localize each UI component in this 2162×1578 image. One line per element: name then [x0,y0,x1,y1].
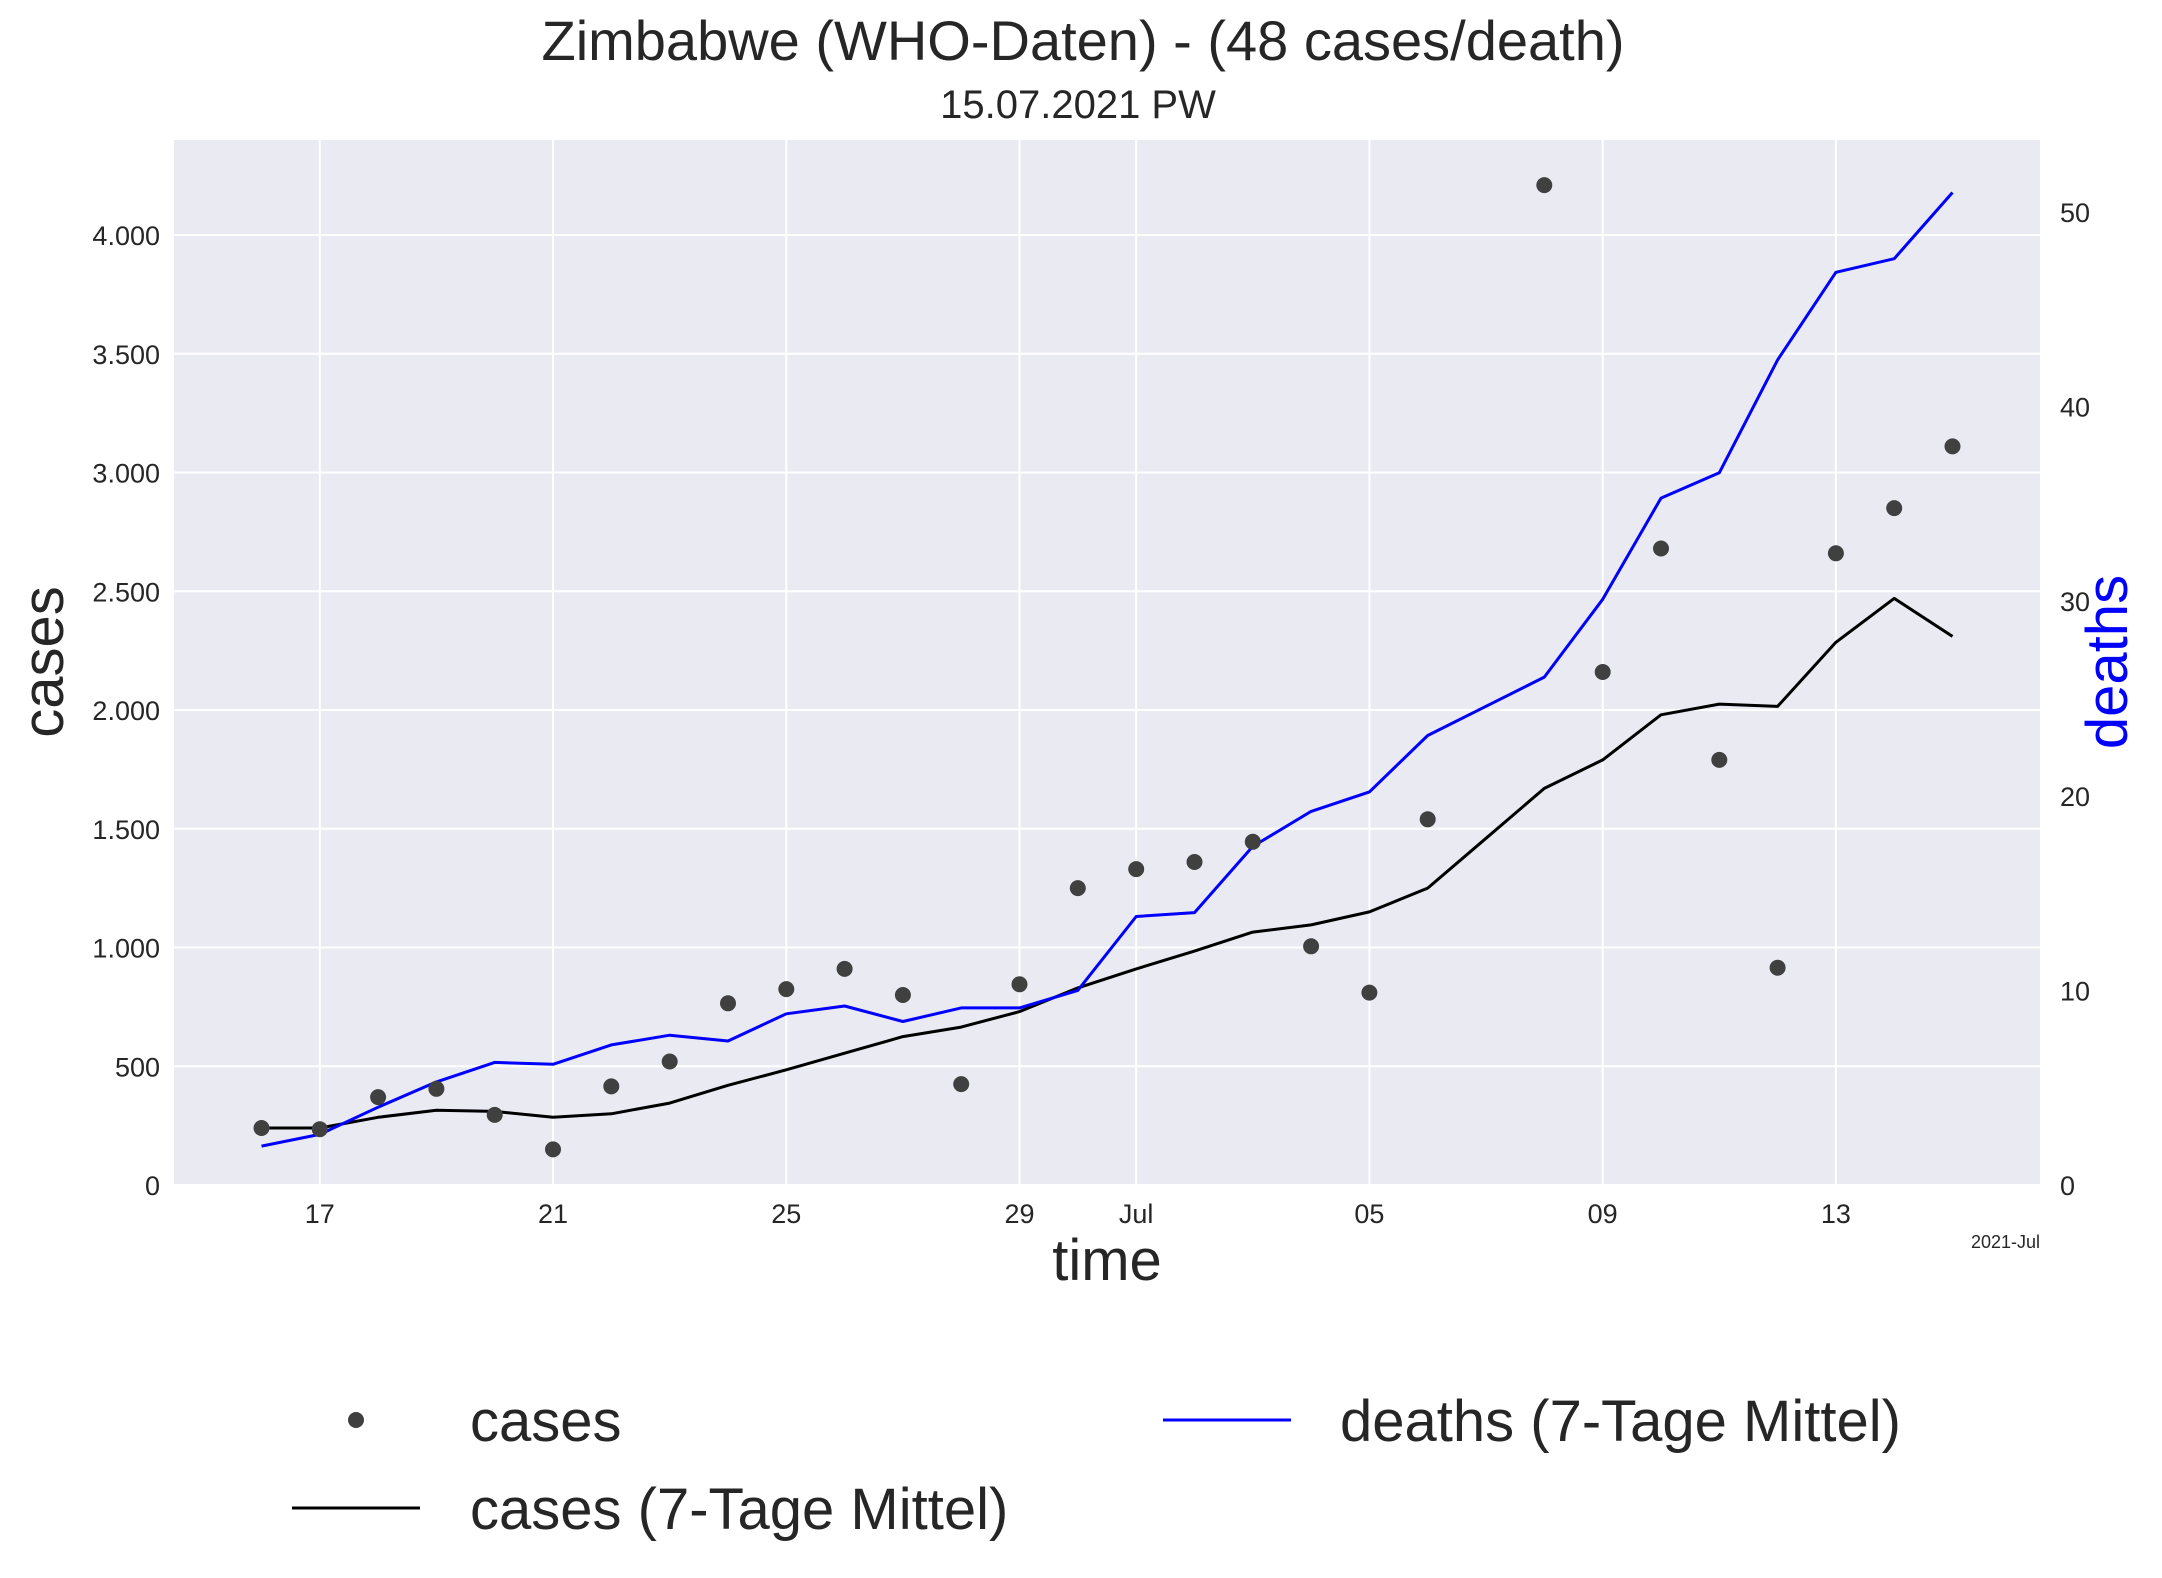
data-point-cases [311,1121,328,1138]
data-point-cases [778,981,795,998]
y-axis-right-ticks: 0 10 20 30 40 50 [2060,198,2090,1201]
y-right-tick-label: 40 [2060,393,2090,423]
data-point-cases [1303,938,1320,955]
data-point-cases [894,987,911,1003]
data-point-cases [661,1053,678,1070]
y-axis-right-label: deaths [2075,575,2140,749]
y-right-tick-label: 20 [2060,782,2090,812]
x-axis-offset-label: 2021-Jul [1971,1232,2040,1252]
series-line-cases-7-tage-mittel [261,596,1954,1130]
data-point-cases [1711,751,1728,768]
plot-area [174,140,2040,1185]
y-tick-label: 500 [115,1052,160,1082]
data-point-cases [1069,880,1086,897]
x-tick-label: 13 [1821,1199,1851,1229]
x-axis-ticks: 17 21 25 29 Jul 05 09 13 [305,1199,1851,1229]
x-tick-label: 17 [305,1199,335,1229]
series-line-deaths-7-tage-mittel [261,191,1954,1148]
series [253,177,1961,1158]
data-point-cases [428,1080,445,1097]
data-point-cases [1361,984,1378,1001]
data-point-cases [1827,545,1844,562]
data-point-cases [1128,861,1145,878]
data-point-cases [1011,976,1028,993]
data-point-cases [486,1106,503,1123]
data-point-cases [1419,811,1436,828]
x-axis-label: time [1052,1228,1162,1293]
y-tick-label: 3.000 [92,459,160,489]
data-point-cases [1769,959,1786,976]
data-point-cases [836,960,853,977]
y-tick-label: 1.500 [92,815,160,845]
data-point-cases [1594,664,1611,680]
legend-label-cases-avg: cases (7-Tage Mittel) [470,1477,1008,1542]
y-right-tick-label: 50 [2060,198,2090,228]
x-tick-label: 09 [1588,1199,1618,1229]
data-point-cases [953,1076,970,1093]
data-point-cases [545,1141,561,1158]
data-point-cases [1244,833,1261,850]
y-right-tick-label: 30 [2060,587,2090,617]
data-point-cases [603,1078,620,1095]
data-point-cases [1944,438,1961,455]
data-point-cases [720,995,736,1012]
legend: cases cases (7-Tage Mittel) deaths (7-Ta… [292,1389,1901,1542]
grid [174,140,2040,1186]
data-point-cases [253,1120,270,1136]
data-point-cases [1653,540,1669,557]
x-tick-label: 29 [1005,1199,1035,1229]
y-tick-label: 3.500 [92,340,160,370]
y-right-tick-label: 10 [2060,976,2090,1006]
data-point-cases [1186,854,1203,870]
x-tick-label: 21 [538,1199,568,1229]
legend-label-deaths-avg: deaths (7-Tage Mittel) [1340,1389,1901,1454]
y-right-tick-label: 0 [2060,1171,2075,1201]
chart-subtitle: 15.07.2021 PW [940,83,1216,127]
data-point-cases [370,1089,387,1106]
data-point-cases [1536,177,1553,194]
y-tick-label: 2.000 [92,696,160,726]
legend-marker-cases [348,1412,364,1428]
y-axis-label: cases [11,586,76,738]
data-point-cases [1886,500,1903,517]
x-tick-label: 25 [771,1199,801,1229]
y-tick-label: 0 [145,1171,160,1201]
chart-title: Zimbabwe (WHO-Daten) - (48 cases/death) [541,9,1624,72]
x-tick-label: Jul [1119,1199,1154,1229]
y-axis-ticks: 0 500 1.000 1.500 2.000 2.500 3.000 3.500 4.000 [92,221,160,1201]
y-tick-label: 1.000 [92,934,160,964]
legend-label-cases: cases [470,1389,622,1454]
x-tick-label: 05 [1354,1199,1384,1229]
y-tick-label: 2.500 [92,577,160,607]
y-tick-label: 4.000 [92,221,160,251]
